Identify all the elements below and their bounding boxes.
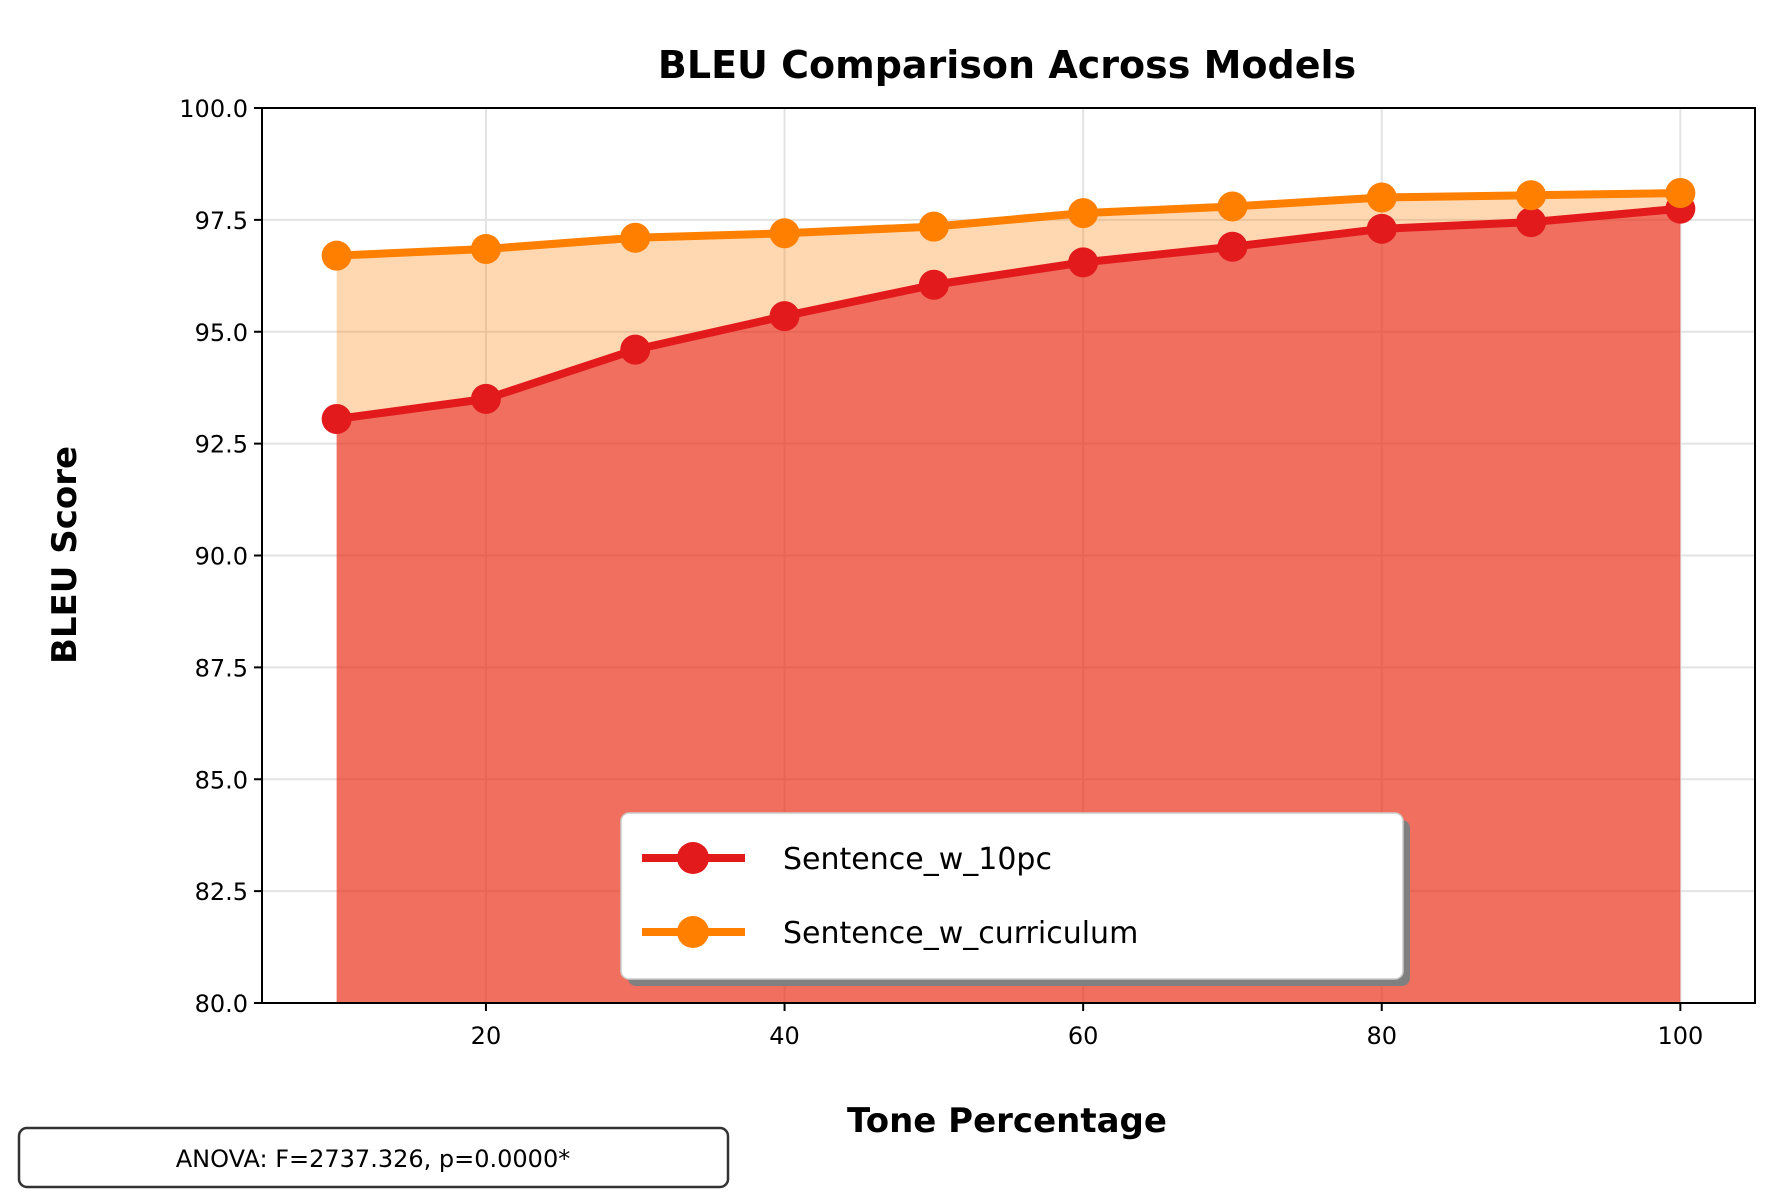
- y-tick-label: 95.0: [195, 319, 248, 347]
- data-point: [1366, 213, 1397, 244]
- x-tick-label: 60: [1068, 1022, 1099, 1050]
- y-tick-label: 100.0: [179, 95, 248, 123]
- legend-marker: [677, 916, 709, 948]
- y-axis: 80.0 82.5 85.0 87.5 90.0 92.5 95.0 97.5 100.0: [179, 95, 262, 1018]
- data-point: [321, 404, 352, 435]
- legend-label: Sentence_w_10pc: [783, 842, 1052, 877]
- legend: Sentence_w_10pc Sentence_w_curriculum: [620, 812, 1410, 986]
- series-lines: [332, 189, 1685, 424]
- x-tick-label: 80: [1366, 1022, 1397, 1050]
- data-point: [1516, 180, 1547, 211]
- x-axis: 20 40 60 80 100: [471, 1003, 1703, 1050]
- y-tick-label: 87.5: [195, 654, 248, 682]
- data-point: [470, 383, 501, 414]
- annotation-text: ANOVA: F=2737.326, p=0.0000*: [176, 1145, 570, 1173]
- data-point: [918, 211, 949, 242]
- data-point: [1217, 191, 1248, 222]
- area-fills: [336, 193, 1681, 1003]
- y-tick-label: 82.5: [195, 878, 248, 906]
- y-tick-label: 90.0: [195, 543, 248, 571]
- y-axis-label: BLEU Score: [45, 446, 85, 664]
- legend-box: [620, 812, 1404, 980]
- data-point: [918, 269, 949, 300]
- x-tick-label: 100: [1657, 1022, 1703, 1050]
- data-point: [769, 301, 800, 332]
- legend-marker: [677, 842, 709, 874]
- data-point: [769, 218, 800, 249]
- x-tick-label: 40: [769, 1022, 800, 1050]
- data-point: [1665, 178, 1696, 209]
- data-point: [321, 240, 352, 271]
- data-point: [1068, 247, 1099, 278]
- y-tick-label: 80.0: [195, 990, 248, 1018]
- x-axis-label: Tone Percentage: [847, 1101, 1167, 1141]
- anova-annotation: ANOVA: F=2737.326, p=0.0000*: [17, 1126, 730, 1189]
- chart-title: BLEU Comparison Across Models: [658, 43, 1356, 87]
- legend-entries: Sentence_w_10pc Sentence_w_curriculum: [642, 842, 1138, 951]
- legend-label: Sentence_w_curriculum: [783, 916, 1138, 951]
- series-line-Sentence_w_curriculum: [332, 189, 1685, 260]
- y-tick-label: 92.5: [195, 431, 248, 459]
- y-tick-label: 85.0: [195, 766, 248, 794]
- data-point: [1516, 207, 1547, 238]
- annotation-box: [17, 1126, 730, 1189]
- data-point: [470, 233, 501, 264]
- data-point: [1068, 198, 1099, 229]
- data-point: [620, 334, 651, 365]
- x-tick-label: 20: [471, 1022, 502, 1050]
- y-tick-label: 97.5: [195, 207, 248, 235]
- series-line-Sentence_w_10pc: [332, 204, 1685, 424]
- data-point: [1366, 182, 1397, 213]
- data-point: [1217, 231, 1248, 262]
- data-point: [620, 222, 651, 253]
- area-fill-Sentence_w_10pc: [336, 208, 1681, 1003]
- series-markers: [321, 178, 1696, 435]
